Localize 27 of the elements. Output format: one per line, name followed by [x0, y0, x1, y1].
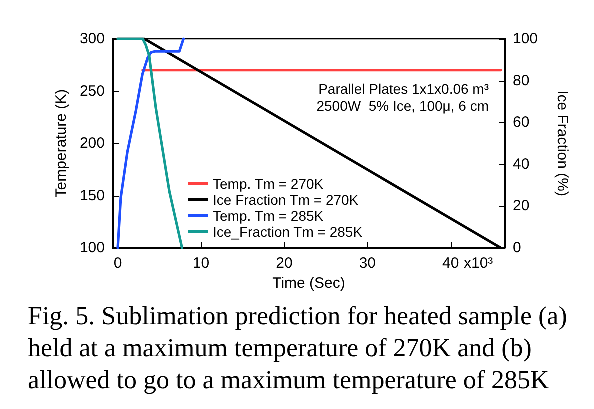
legend-label: Temp. Tm = 285K: [213, 208, 324, 224]
y2-tick-label: 60: [513, 114, 530, 132]
y-tick-label: 200: [80, 135, 105, 152]
y2-tick-label: 40: [513, 156, 530, 173]
y2-tick-label: 0: [513, 240, 522, 256]
annotation: 2500W 5% Ice, 100μ, 6 cm: [316, 98, 489, 114]
y-axis-title: Temperature (K): [53, 89, 70, 198]
x-tick-label: 10: [192, 255, 210, 272]
legend-label: Ice_Fraction Tm = 285K: [213, 224, 364, 240]
x-axis-title: Time (Sec): [272, 274, 346, 292]
y2-axis-title: Ice Fraction (%): [554, 90, 571, 196]
annotation: Parallel Plates 1x1x0.06 m³: [318, 81, 490, 97]
y-tick-label: 250: [80, 82, 105, 100]
y-tick-label: 300: [80, 30, 105, 48]
y-tick-label: 100: [80, 240, 105, 256]
x-tick-label: 20: [276, 255, 293, 272]
caption: Fig. 5. Sublimation prediction for heated sample (a) held at a maximum temperature of 270K and (b) allowed to go to a maximum temperature of 285K: [28, 302, 574, 394]
legend-label: Ice Fraction Tm = 270K: [213, 192, 360, 208]
y2-tick-label: 20: [513, 198, 530, 215]
y-tick-label: 150: [80, 187, 105, 204]
y2-tick-label: 80: [513, 72, 530, 90]
x-tick-label: 30: [359, 255, 376, 272]
legend-label: Temp. Tm = 270K: [213, 176, 324, 192]
y2-tick-label: 100: [513, 30, 538, 48]
text: x10³: [464, 255, 494, 272]
x-tick-label: 0: [114, 255, 122, 272]
x-tick-label: 40: [442, 255, 460, 272]
